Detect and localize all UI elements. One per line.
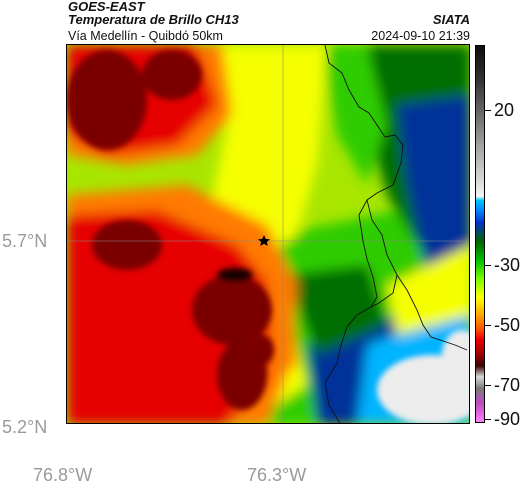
colorbar-label-20: 20	[494, 100, 515, 120]
cloud-cores	[67, 50, 469, 423]
source-label: SIATA	[432, 12, 470, 27]
product-title: Temperatura de Brillo CH13	[68, 12, 239, 27]
latitude-label-5.7: 5.7°N	[2, 231, 48, 251]
star-icon	[258, 235, 270, 246]
longitude-label-76.8: 76.8°W	[33, 465, 93, 485]
department-boundary	[324, 45, 468, 351]
colorbar-tick	[485, 419, 491, 420]
colorbar-label-minus70: -70	[494, 375, 521, 395]
region-subtitle: Vía Medellín - Quibdó 50km	[68, 29, 223, 43]
map-canvas	[67, 45, 469, 423]
colorbar-tick	[485, 385, 491, 386]
brightness-temperature-map[interactable]	[66, 44, 470, 424]
department-boundary-2	[324, 199, 378, 423]
colorbar-label-minus50: -50	[494, 315, 521, 335]
colorbar-tick	[485, 325, 491, 326]
colorbar-label-minus90: -90	[494, 409, 521, 429]
colorbar-label-minus30: -30	[494, 255, 521, 275]
colorbar-tick	[485, 265, 491, 266]
latitude-label-5.2: 5.2°N	[2, 417, 48, 437]
department-boundary-3	[370, 274, 398, 308]
satellite-name: GOES-EAST	[68, 0, 145, 14]
timestamp: 2024-09-10 21:39	[371, 29, 470, 43]
temperature-colorbar	[475, 45, 485, 423]
longitude-label-76.3: 76.3°W	[247, 465, 307, 485]
colorbar-tick	[485, 110, 491, 111]
